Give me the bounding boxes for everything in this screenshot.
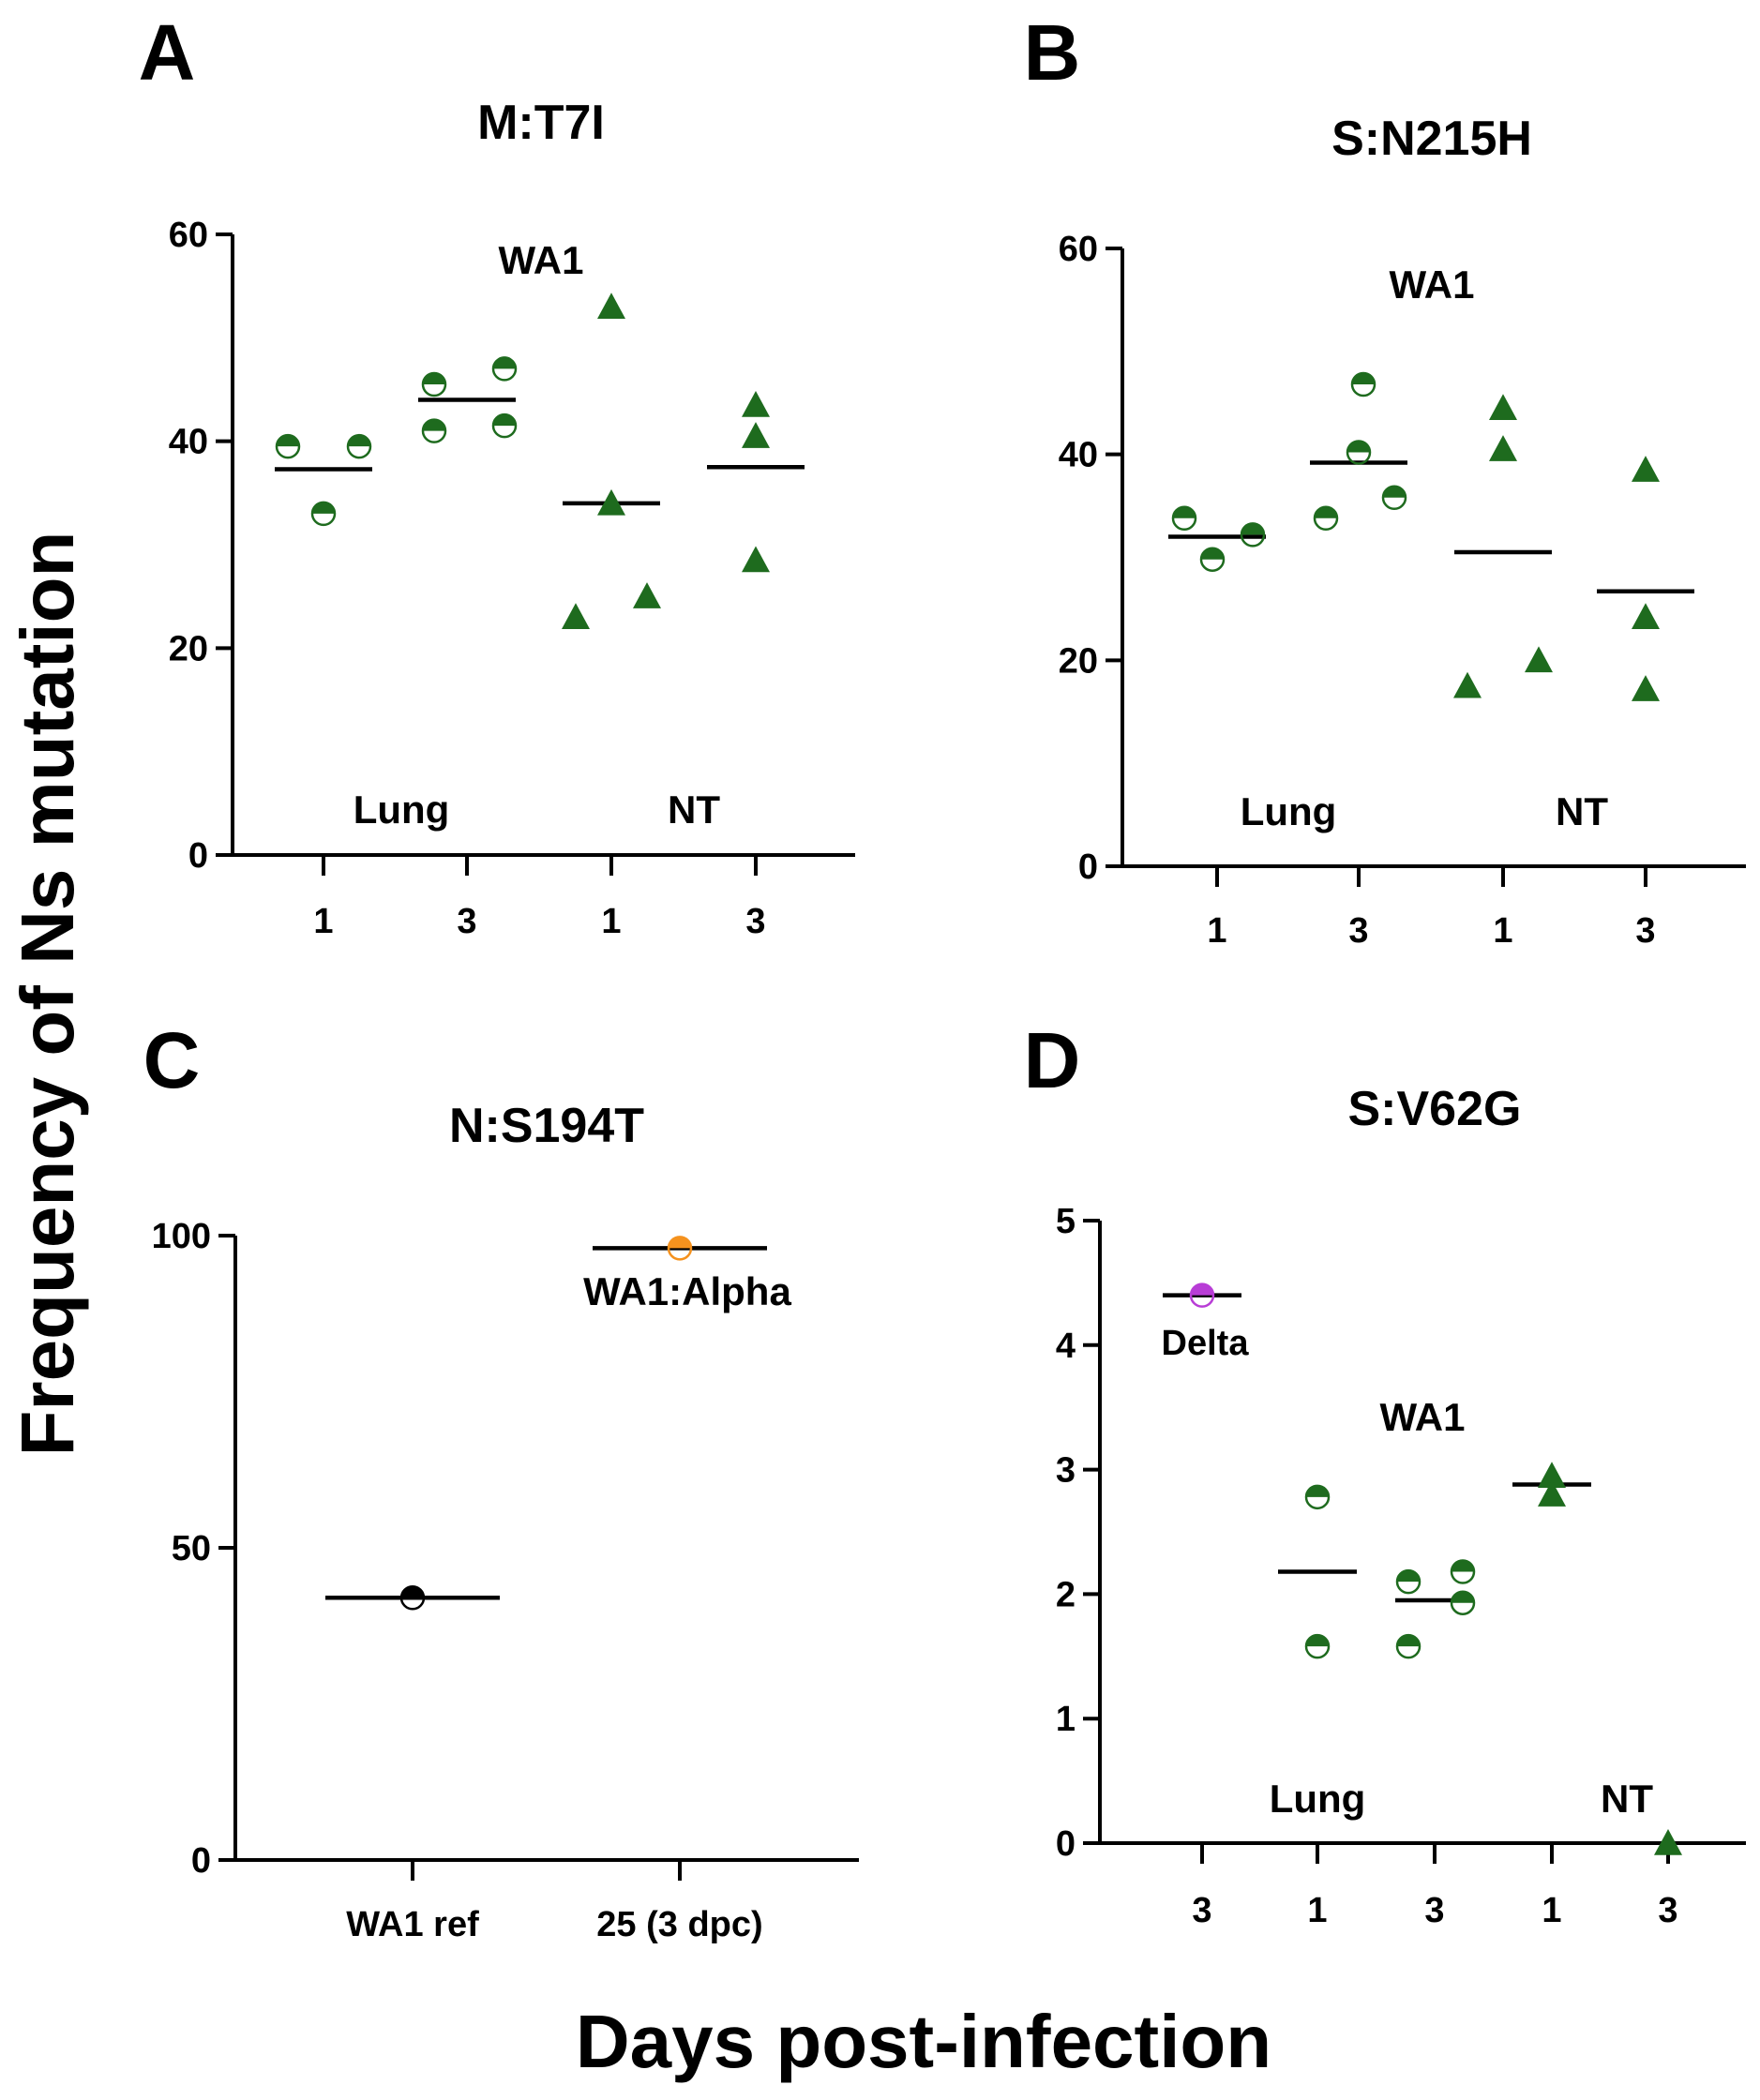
panel-b-ytick-label: 0 [1078, 848, 1098, 887]
panel-d-xtick-label: 1 [1307, 1891, 1327, 1930]
panel-a-ytick-label: 60 [169, 216, 208, 255]
panel-c-xtick-label: WA1 ref [346, 1905, 479, 1944]
panel-a-data-point [346, 433, 372, 459]
panel-b-group-nt: NT [1556, 789, 1608, 833]
panel-a-group-nt: NT [668, 788, 720, 832]
panel-d-ytick-label: 5 [1056, 1202, 1076, 1241]
panel-b: B S:N215H WA1 Lung NT 0 20 40 60 1 3 1 3 [1024, 8, 1746, 951]
panel-d-data-point [1304, 1633, 1331, 1659]
panel-d-annotation: WA1 [1379, 1395, 1465, 1439]
panel-a-xtick-label: 1 [313, 902, 333, 941]
panel-d: D S:V62G Delta WA1 Lung NT 0 1 2 3 4 5 3 1 3 1 3 [1024, 1016, 1746, 1930]
panel-d-group-lung: Lung [1270, 1777, 1366, 1821]
panel-a-data-point [310, 501, 337, 527]
panel-b-xtick-label: 3 [1635, 911, 1655, 951]
panel-b-data-point [1240, 522, 1266, 548]
panel-a-title: M:T7I [477, 96, 605, 150]
panel-a-xtick-label: 1 [601, 902, 621, 941]
panel-c-annotation: WA1:Alpha [583, 1269, 791, 1313]
panel-a-ytick-label: 20 [169, 629, 208, 668]
panel-c: C N:S194T WA1:Alpha 0 50 100 WA1 ref 25 (3 d… [143, 1016, 859, 1944]
panel-b-xtick-label: 3 [1348, 911, 1368, 951]
panel-b-data-point [1381, 485, 1407, 511]
figure-x-label: Days post-infection [576, 2000, 1271, 2083]
panel-a-data-point [421, 371, 447, 398]
panel-d-data-point [1450, 1590, 1476, 1615]
panel-letter-d: D [1024, 1016, 1081, 1104]
panel-a-ytick-label: 0 [188, 836, 208, 876]
panel-d-ytick-label: 3 [1056, 1451, 1076, 1491]
panel-a-data-point [742, 391, 770, 417]
panel-b-data-point [1632, 456, 1660, 482]
panel-b-data-point [1313, 505, 1339, 532]
panel-d-data-point [1538, 1480, 1566, 1507]
panel-c-title: N:S194T [449, 1099, 644, 1153]
panel-d-data-point [1395, 1568, 1422, 1595]
panel-d-xtick-label: 1 [1542, 1891, 1561, 1930]
panel-d-xtick-label: 3 [1192, 1891, 1211, 1930]
panel-a-data-point [491, 412, 518, 439]
panel-a-data-point [275, 433, 301, 459]
panel-a: A M:T7I WA1 Lung NT 0 20 40 60 1 3 1 3 [139, 8, 855, 941]
panel-b-group-lung: Lung [1241, 789, 1337, 833]
panel-b-data-point [1632, 675, 1660, 701]
panel-d-ytick-label: 2 [1056, 1575, 1076, 1614]
panel-d-data-point [1538, 1462, 1566, 1488]
panel-letter-a: A [139, 8, 196, 97]
panel-a-xtick-label: 3 [745, 902, 765, 941]
panel-b-data-point [1453, 671, 1482, 698]
panel-b-data-point [1489, 435, 1517, 461]
panel-b-title: S:N215H [1331, 112, 1532, 166]
panel-d-ytick-label: 0 [1056, 1824, 1076, 1864]
panel-b-data-point [1171, 505, 1197, 532]
panel-a-ytick-label: 40 [169, 423, 208, 462]
panel-d-ytick-label: 1 [1056, 1700, 1076, 1739]
panel-a-data-point [421, 418, 447, 443]
panel-d-group-nt: NT [1601, 1777, 1653, 1821]
panel-d-data-point [1189, 1282, 1215, 1308]
panel-b-data-point [1350, 371, 1376, 398]
figure-y-label: Frequency of Ns mutation [6, 532, 89, 1457]
panel-b-ytick-label: 40 [1059, 436, 1098, 475]
panel-d-data-point [1654, 1829, 1682, 1855]
panel-c-ytick-label: 100 [152, 1217, 211, 1256]
panel-c-data-point [399, 1585, 426, 1611]
panel-c-ytick-label: 0 [191, 1841, 211, 1881]
panel-d-delta-label: Delta [1162, 1324, 1250, 1363]
panel-a-data-point [742, 546, 770, 573]
panel-b-annotation: WA1 [1389, 262, 1474, 307]
panel-d-xtick-label: 3 [1658, 1891, 1677, 1930]
panel-d-data-point [1450, 1559, 1476, 1584]
panel-letter-b: B [1024, 8, 1081, 97]
panel-c-ytick-label: 50 [172, 1529, 211, 1568]
panel-b-data-point [1525, 646, 1553, 673]
panel-b-data-point [1346, 440, 1372, 465]
panel-b-data-point [1632, 603, 1660, 629]
panel-a-data-point [597, 488, 625, 516]
panel-d-xtick-label: 3 [1424, 1891, 1444, 1930]
panel-a-data-point [491, 356, 518, 382]
panel-a-xtick-label: 3 [457, 902, 476, 941]
panel-d-data-point [1304, 1484, 1331, 1510]
panel-a-data-point [597, 292, 625, 319]
panel-b-ytick-label: 60 [1059, 230, 1098, 269]
panel-c-xtick-label: 25 (3 dpc) [596, 1905, 762, 1944]
panel-d-ytick-label: 4 [1056, 1327, 1076, 1366]
panel-d-data-point [1395, 1633, 1422, 1659]
panel-b-data-point [1489, 394, 1517, 420]
panel-a-group-lung: Lung [354, 788, 450, 832]
panel-a-data-point [742, 422, 770, 448]
panel-b-data-point [1199, 547, 1226, 572]
panel-d-title: S:V62G [1348, 1082, 1522, 1136]
panel-a-annotation: WA1 [498, 238, 583, 282]
panel-b-ytick-label: 20 [1059, 641, 1098, 681]
panel-b-xtick-label: 1 [1207, 911, 1226, 951]
panel-b-xtick-label: 1 [1493, 911, 1512, 951]
panel-a-data-point [633, 582, 661, 608]
panel-a-data-point [562, 603, 590, 629]
panel-letter-c: C [143, 1016, 201, 1104]
panel-c-data-point [667, 1236, 693, 1261]
